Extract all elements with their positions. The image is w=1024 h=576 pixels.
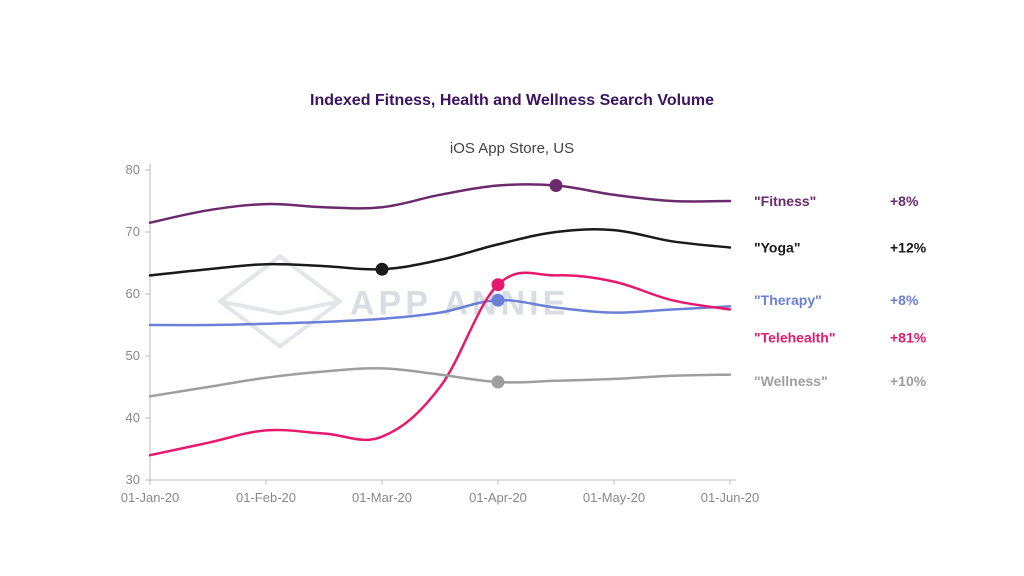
series-marker-yoga <box>376 263 389 276</box>
series-line-fitness <box>150 184 730 222</box>
series-marker-telehealth <box>492 278 505 291</box>
series-pct-fitness: +8% <box>890 193 919 209</box>
y-tick-label: 80 <box>126 162 140 177</box>
series-pct-therapy: +8% <box>890 292 919 308</box>
y-tick-label: 70 <box>126 224 140 239</box>
y-tick-label: 40 <box>126 410 140 425</box>
series-label-wellness: "Wellness" <box>754 373 828 389</box>
series-pct-wellness: +10% <box>890 373 927 389</box>
series-line-yoga <box>150 229 730 275</box>
x-tick-label: 01-Jun-20 <box>701 490 760 505</box>
x-tick-label: 01-May-20 <box>583 490 645 505</box>
y-tick-label: 50 <box>126 348 140 363</box>
series-pct-telehealth: +81% <box>890 329 927 345</box>
chart-container: Indexed Fitness, Health and Wellness Sea… <box>0 0 1024 576</box>
watermark-diamond <box>220 256 340 346</box>
series-label-therapy: "Therapy" <box>754 292 822 308</box>
series-label-telehealth: "Telehealth" <box>754 329 835 345</box>
series-marker-fitness <box>550 179 563 192</box>
series-line-wellness <box>150 368 730 396</box>
x-tick-label: 01-Jan-20 <box>121 490 180 505</box>
series-marker-wellness <box>492 376 505 389</box>
x-tick-label: 01-Mar-20 <box>352 490 412 505</box>
y-tick-label: 30 <box>126 472 140 487</box>
series-label-fitness: "Fitness" <box>754 193 816 209</box>
x-tick-label: 01-Apr-20 <box>469 490 527 505</box>
line-chart: APP ANNIE30405060708001-Jan-2001-Feb-200… <box>0 0 1024 576</box>
series-marker-therapy <box>492 294 505 307</box>
y-tick-label: 60 <box>126 286 140 301</box>
series-label-yoga: "Yoga" <box>754 240 800 256</box>
series-pct-yoga: +12% <box>890 240 927 256</box>
x-tick-label: 01-Feb-20 <box>236 490 296 505</box>
